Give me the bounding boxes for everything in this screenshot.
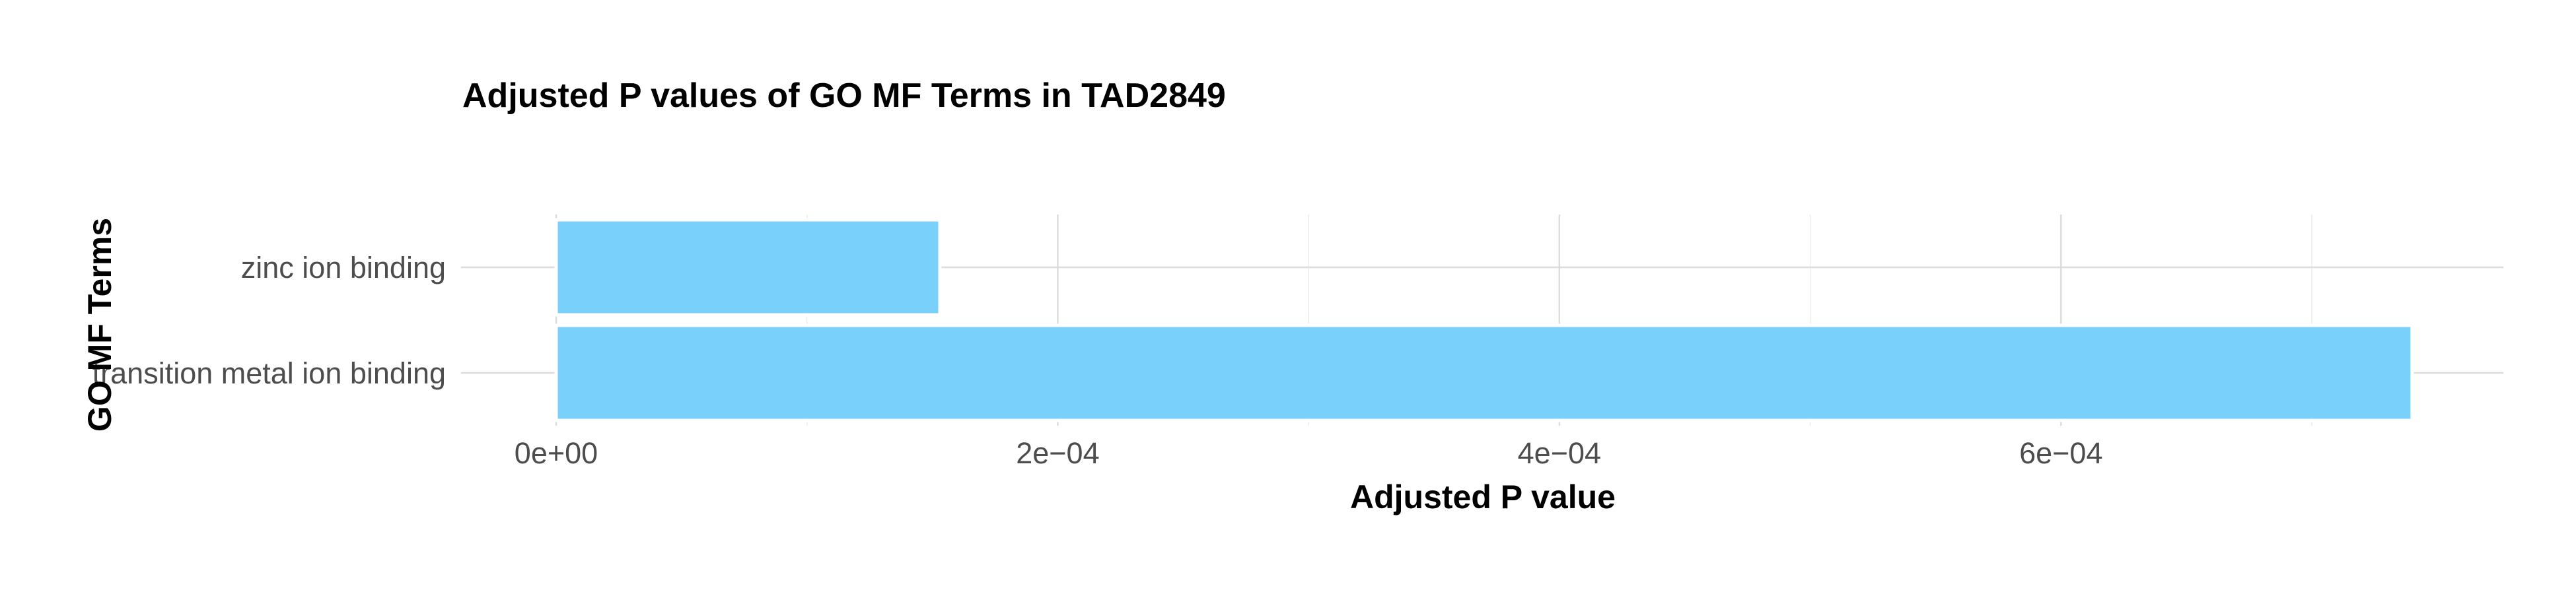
x-tick-label: 2e−04 xyxy=(1016,436,1099,470)
x-tick-label: 0e+00 xyxy=(515,436,598,470)
bar-transition-metal-ion-binding xyxy=(554,323,2414,422)
bars xyxy=(554,218,2414,422)
x-tick-label: 6e−04 xyxy=(2019,436,2102,470)
x-tick-labels: 0e+00 2e−04 4e−04 6e−04 xyxy=(515,436,2103,470)
y-tick-label: transition metal ion binding xyxy=(92,356,446,390)
y-tick-labels: zinc ion binding transition metal ion bin… xyxy=(92,251,446,390)
x-axis-title: Adjusted P value xyxy=(1350,478,1616,515)
x-tick-label: 4e−04 xyxy=(1518,436,1601,470)
y-tick-label: zinc ion binding xyxy=(241,251,446,284)
chart-title: Adjusted P values of GO MF Terms in TAD2… xyxy=(462,77,1226,115)
bar-zinc-ion-binding xyxy=(554,218,942,317)
y-axis-title: GO MF Terms xyxy=(81,218,118,432)
